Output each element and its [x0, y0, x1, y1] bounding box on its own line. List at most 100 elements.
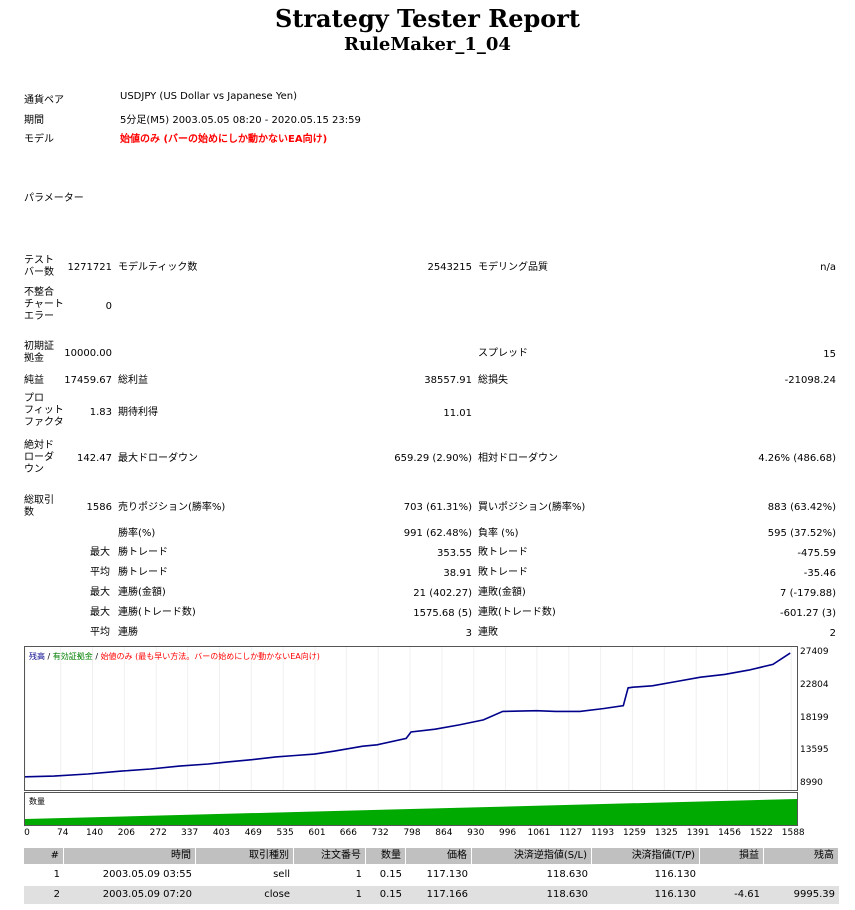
- x-tick-label: 337: [181, 828, 199, 838]
- loss-rate-value: 595 (37.52%): [767, 528, 836, 539]
- expected-label: 期待利得: [118, 407, 158, 418]
- avg-win-value: 38.91: [443, 568, 472, 579]
- x-tick-label: 1456: [718, 828, 741, 838]
- table-cell: 118.630: [546, 889, 588, 900]
- largest-win-label: 勝トレード: [118, 547, 168, 558]
- max-label-2: 最大: [90, 587, 110, 598]
- gross-loss-label: 総損失: [478, 375, 508, 386]
- table-cell: [764, 866, 839, 884]
- legend-equity: 有効証拠金: [52, 652, 93, 661]
- win-rate-value: 991 (62.48%): [403, 528, 472, 539]
- volume-label: 数量: [29, 797, 45, 806]
- legend-sep-2: /: [92, 652, 101, 661]
- cons-loss-count-value: -601.27 (3): [780, 608, 836, 619]
- spread-label: スプレッド: [478, 348, 528, 359]
- max-label-3: 最大: [90, 607, 110, 618]
- pf-label: プロ フィット ファクタ: [24, 393, 64, 428]
- x-tick-label: 864: [435, 828, 453, 838]
- table-header-cell: 決済逆指値(S/L): [472, 848, 592, 864]
- avg-loss-value: -35.46: [803, 568, 836, 579]
- largest-loss-label: 敗トレード: [478, 547, 528, 558]
- long-value: 883 (63.42%): [767, 502, 836, 513]
- x-tick-label: 0: [24, 828, 30, 838]
- trades-label: 総取引 数: [24, 495, 54, 518]
- table-cell: -4.61: [734, 889, 760, 900]
- largest-loss-value: -475.59: [797, 548, 836, 559]
- max-label: 最大: [90, 547, 110, 558]
- short-value: 703 (61.31%): [403, 502, 472, 513]
- gross-loss-value: -21098.24: [784, 375, 836, 386]
- balance-chart-svg: [24, 647, 792, 790]
- max-dd-label: 最大ドローダウン: [118, 453, 198, 464]
- x-tick-label: 732: [371, 828, 389, 838]
- table-cell: [700, 866, 764, 884]
- table-cell: 118.630: [546, 869, 588, 880]
- x-tick-label: 403: [212, 828, 231, 838]
- period-value: 5分足(M5) 2003.05.05 08:20 - 2020.05.15 23…: [120, 115, 361, 126]
- cons-win-count-value: 1575.68 (5): [413, 608, 472, 619]
- avg-cons-loss-value: 2: [829, 628, 836, 639]
- legend-sep-1: /: [45, 652, 53, 661]
- table-cell: 2003.05.09 07:20: [102, 889, 192, 900]
- abs-dd-label: 絶対ド ローダ ウン: [24, 440, 54, 475]
- avg-label-2: 平均: [90, 627, 110, 638]
- cons-win-money-label: 連勝(金額): [118, 587, 166, 598]
- x-tick-label: 1127: [559, 828, 583, 838]
- chart-legend: 残高 / 有効証拠金 / 始値のみ (最も早い方法。バーの始めにしか動かないEA…: [29, 651, 320, 662]
- cons-loss-money-label: 連敗(金額): [478, 587, 526, 598]
- avg-cons-win-value: 3: [465, 628, 472, 639]
- x-tick-label: 535: [276, 828, 294, 838]
- model-value: 始値のみ (バーの始めにしか動かないEA向け): [120, 134, 328, 145]
- largest-win-value: 353.55: [437, 548, 472, 559]
- quality-label: モデリング品質: [478, 262, 548, 273]
- x-tick-label: 930: [467, 828, 485, 838]
- table-cell: 116.130: [654, 889, 696, 900]
- net-label: 純益: [24, 375, 44, 386]
- rel-dd-value: 4.26% (486.68): [758, 453, 836, 464]
- volume-chart-svg: [25, 799, 797, 825]
- x-tick-label: 1588: [781, 828, 805, 838]
- table-cell: 2: [53, 889, 60, 900]
- table-header-cell: 注文番号: [294, 848, 366, 864]
- series-line-balance: [24, 652, 791, 778]
- y-tick-label: 18199: [800, 712, 829, 723]
- short-label: 売りポジション(勝率%): [118, 502, 226, 513]
- table-cell: 1: [355, 889, 362, 900]
- y-tick-label: 8990: [800, 778, 823, 788]
- x-tick-label: 469: [244, 828, 262, 838]
- x-tick-label: 140: [85, 828, 104, 838]
- ticks-label: モデルティック数: [118, 262, 198, 273]
- table-header-cell: #: [24, 848, 64, 864]
- pair-value: USDJPY (US Dollar vs Japanese Yen): [120, 91, 298, 102]
- trades-value: 1586: [86, 502, 112, 513]
- bars-value: 1271721: [67, 262, 112, 273]
- table-cell: 0.15: [379, 889, 402, 900]
- table-row: 2 2003.05.09 07:20 close 1 0.15 117.166 118.63…: [24, 886, 839, 904]
- period-label: 期間: [24, 115, 44, 126]
- table-cell: 116.130: [654, 869, 696, 880]
- y-tick-label: 13595: [800, 745, 829, 756]
- table-row: 1 2003.05.09 03:55 sell 1 0.15 117.130 118.630…: [24, 866, 839, 884]
- deposit-value: 10000.00: [64, 348, 112, 359]
- bars-label: テスト バー数: [24, 255, 54, 278]
- table-cell: 0.15: [379, 869, 402, 880]
- balance-chart: 残高 / 有効証拠金 / 始値のみ (最も早い方法。バーの始めにしか動かないEA…: [24, 646, 798, 791]
- legend-model: 始値のみ (最も早い方法。バーの始めにしか動かないEA向け): [100, 652, 320, 661]
- x-tick-label: 666: [339, 828, 357, 838]
- table-cell: 2003.05.09 03:55: [102, 869, 192, 880]
- table-header-cell: 価格: [406, 848, 472, 864]
- mismatch-label: 不整合 チャート エラー: [24, 287, 64, 322]
- x-tick-label: 1193: [591, 828, 615, 838]
- gross-profit-value: 38557.91: [424, 375, 472, 386]
- table-header-cell: 数量: [366, 848, 406, 864]
- y-tick-label: 27409: [800, 647, 829, 657]
- spread-value: 15: [823, 349, 836, 360]
- cons-win-count-label: 連勝(トレード数): [118, 607, 196, 618]
- x-tick-label: 1061: [527, 828, 551, 838]
- table-header-cell: 残高: [764, 848, 839, 864]
- x-tick-label: 1325: [654, 828, 678, 838]
- abs-dd-value: 142.47: [77, 453, 112, 464]
- x-tick-label: 601: [308, 828, 326, 838]
- table-header-cell: 時間: [64, 848, 196, 864]
- avg-win-label: 勝トレード: [118, 567, 168, 578]
